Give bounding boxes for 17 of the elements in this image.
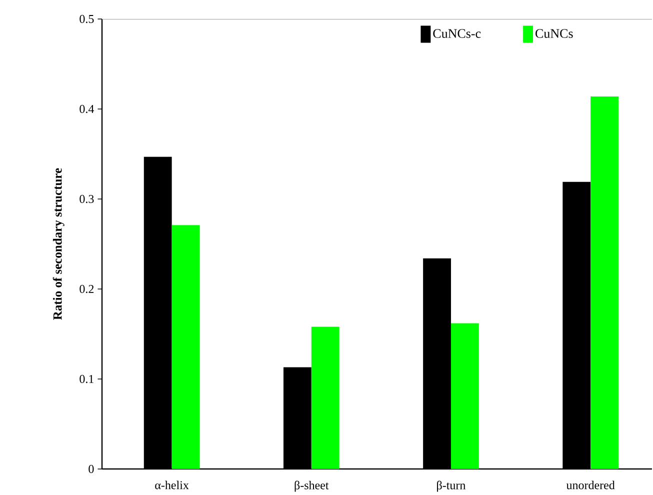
- y-axis-title: Ratio of secondary structure: [52, 168, 64, 320]
- bar: [172, 225, 200, 469]
- x-tick-label: α-helix: [155, 480, 189, 490]
- x-tick-label: unordered: [566, 480, 615, 490]
- bar: [311, 326, 340, 469]
- y-tick-label: 0.4: [80, 104, 94, 114]
- y-tick-label: 0.5: [80, 14, 94, 24]
- y-tick-label: 0.2: [80, 284, 94, 294]
- x-tick-label: β-turn: [437, 480, 466, 492]
- y-tick-label: 0: [88, 464, 94, 474]
- legend-label: CuNCs-c: [433, 29, 481, 38]
- y-tick-label: 0.3: [80, 194, 94, 204]
- x-tick-label: β-sheet: [294, 480, 329, 492]
- legend-label: CuNCs: [536, 29, 573, 38]
- bar: [590, 96, 618, 469]
- y-tick-label: 0.1: [80, 374, 94, 384]
- bar: [450, 323, 479, 469]
